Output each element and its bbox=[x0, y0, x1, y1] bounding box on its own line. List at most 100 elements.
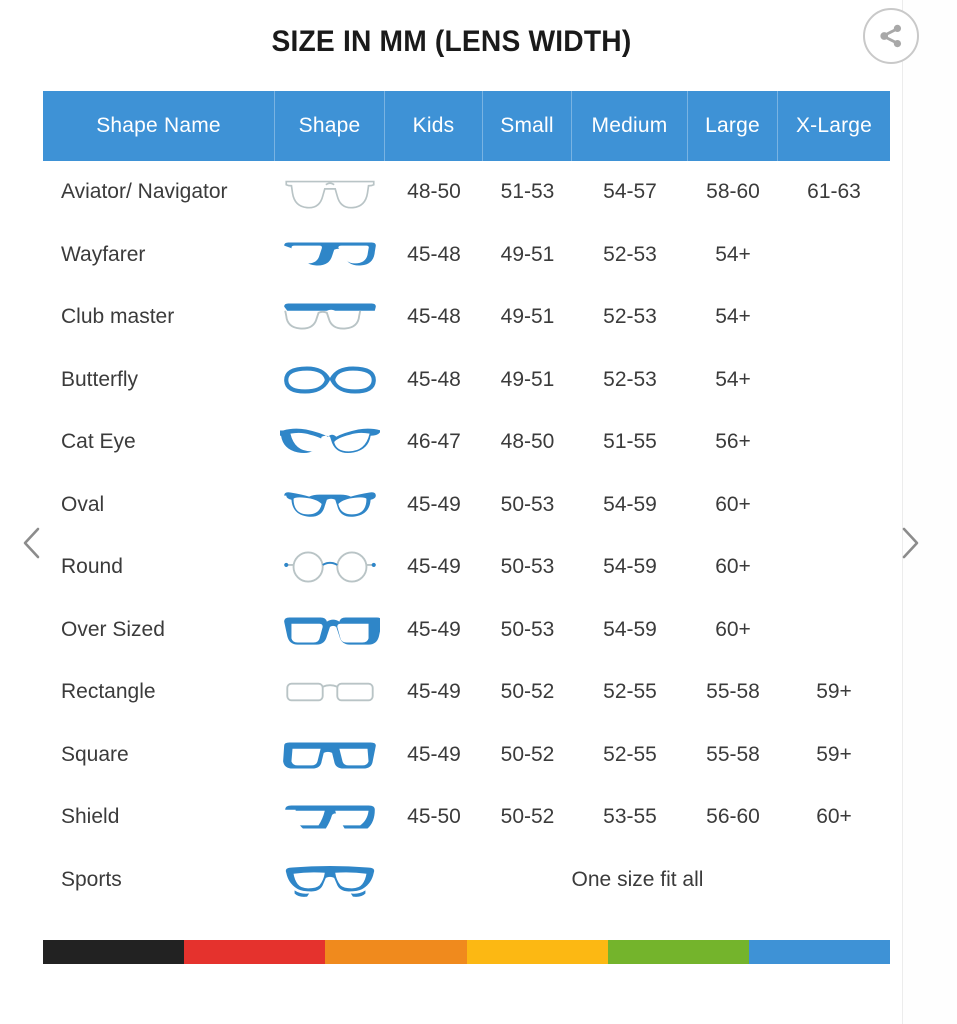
cell-small: 50-53 bbox=[500, 492, 555, 516]
cell-small: 50-52 bbox=[500, 742, 555, 766]
cell-medium: 51-55 bbox=[603, 430, 657, 454]
column-header-xlarge: X-Large bbox=[795, 114, 873, 137]
chevron-right-icon[interactable] bbox=[888, 521, 932, 565]
column-header-shape: Shape bbox=[275, 91, 385, 161]
cell-large: 54+ bbox=[715, 367, 751, 391]
column-header-large: Large bbox=[688, 91, 778, 161]
cell-kids: 45-49 bbox=[407, 555, 461, 579]
cell-small: 50-52 bbox=[500, 680, 555, 704]
cell-xlarge: 59+ bbox=[816, 742, 852, 766]
cell-small: 48-50 bbox=[500, 430, 555, 454]
cell-large: 55-58 bbox=[706, 742, 760, 766]
cell-small: 49-51 bbox=[500, 242, 555, 266]
color-segment bbox=[325, 940, 467, 964]
oval-glasses-icon bbox=[275, 484, 385, 526]
cell-kids: 45-50 bbox=[407, 805, 461, 829]
cell-large: 60+ bbox=[715, 555, 751, 579]
table-row: Round 45-49 50-53 54-59 60+ bbox=[43, 536, 890, 599]
size-chart-table: Shape Name Shape Kids Small Medium Large… bbox=[43, 91, 890, 911]
cell-one-size-fit-all: One size fit all bbox=[571, 867, 704, 891]
table-row: Sports One size fit all bbox=[43, 849, 890, 912]
rectangle-glasses-icon bbox=[275, 671, 385, 713]
share-icon[interactable] bbox=[863, 8, 919, 64]
cell-shape-name: Round bbox=[61, 555, 123, 579]
cell-large: 54+ bbox=[715, 242, 751, 266]
cell-shape-name: Sports bbox=[61, 867, 122, 891]
cell-shape-name: Butterfly bbox=[61, 367, 139, 391]
shield-glasses-icon bbox=[275, 796, 385, 838]
table-row: Rectangle 45-49 50-52 52-55 55-58 59+ bbox=[43, 661, 890, 724]
cell-shape-name: Over Sized bbox=[61, 617, 165, 641]
cell-shape-name: Square bbox=[61, 742, 129, 766]
cell-medium: 53-55 bbox=[603, 805, 657, 829]
color-segment bbox=[184, 940, 326, 964]
square-glasses-icon bbox=[275, 734, 385, 776]
table-row: Wayfarer 45-48 49-51 52-53 54+ bbox=[43, 224, 890, 287]
cell-xlarge: 59+ bbox=[816, 680, 852, 704]
cell-large: 54+ bbox=[715, 305, 751, 329]
cell-kids: 48-50 bbox=[407, 180, 461, 204]
color-segment bbox=[466, 940, 608, 964]
table-row: Aviator/ Navigator 48-50 51-53 54-57 58-60 61… bbox=[43, 161, 890, 224]
cateye-glasses-icon bbox=[275, 421, 385, 463]
chevron-left-icon[interactable] bbox=[10, 521, 54, 565]
chart-slide: SIZE IN MM (LENS WIDTH) Shape Name Shape… bbox=[0, 0, 903, 1024]
butterfly-glasses-icon bbox=[275, 359, 385, 401]
table-row: Shield 45-50 50-52 53-55 56-60 60+ bbox=[43, 786, 890, 849]
color-segment bbox=[748, 940, 890, 964]
cell-medium: 52-53 bbox=[603, 367, 657, 391]
cell-large: 55-58 bbox=[706, 680, 760, 704]
page-title-bar: SIZE IN MM (LENS WIDTH) bbox=[0, 0, 903, 84]
cell-small: 50-53 bbox=[500, 555, 555, 579]
color-segment bbox=[607, 940, 749, 964]
cell-shape-name: Shield bbox=[61, 805, 120, 829]
cell-shape-name: Cat Eye bbox=[61, 430, 136, 454]
clubmaster-glasses-icon bbox=[275, 296, 385, 338]
cell-large: 60+ bbox=[715, 617, 751, 641]
cell-kids: 46-47 bbox=[407, 430, 461, 454]
color-strip bbox=[43, 940, 890, 964]
cell-medium: 52-55 bbox=[603, 742, 657, 766]
cell-medium: 54-59 bbox=[603, 492, 657, 516]
cell-large: 56+ bbox=[715, 430, 751, 454]
table-row: Butterfly 45-48 49-51 52-53 54+ bbox=[43, 349, 890, 412]
table-row: Cat Eye 46-47 48-50 51-55 56+ bbox=[43, 411, 890, 474]
cell-xlarge: 60+ bbox=[816, 805, 852, 829]
cell-medium: 52-53 bbox=[603, 305, 657, 329]
table-row: Club master 45-48 49-51 52-53 54+ bbox=[43, 286, 890, 349]
cell-medium: 54-57 bbox=[603, 180, 657, 204]
color-segment bbox=[43, 940, 185, 964]
cell-shape-name: Wayfarer bbox=[61, 242, 146, 266]
column-header-small: Small bbox=[483, 91, 572, 161]
cell-xlarge: 61-63 bbox=[807, 180, 861, 204]
cell-medium: 54-59 bbox=[603, 617, 657, 641]
cell-shape-name: Club master bbox=[61, 305, 175, 329]
cell-small: 50-53 bbox=[500, 617, 555, 641]
table-row: Over Sized 45-49 50-53 54-59 60+ bbox=[43, 599, 890, 662]
cell-kids: 45-49 bbox=[407, 492, 461, 516]
oversized-glasses-icon bbox=[275, 609, 385, 651]
cell-small: 50-52 bbox=[500, 805, 555, 829]
page-title: SIZE IN MM (LENS WIDTH) bbox=[271, 25, 632, 58]
column-header-medium: Medium bbox=[572, 91, 688, 161]
cell-large: 60+ bbox=[715, 492, 751, 516]
cell-kids: 45-49 bbox=[407, 742, 461, 766]
table-row: Square 45-49 50-52 52-55 55-58 59+ bbox=[43, 724, 890, 787]
cell-shape-name: Oval bbox=[61, 492, 105, 516]
cell-kids: 45-48 bbox=[407, 242, 461, 266]
cell-large: 58-60 bbox=[706, 180, 760, 204]
cell-large: 56-60 bbox=[706, 805, 760, 829]
cell-medium: 54-59 bbox=[603, 555, 657, 579]
cell-shape-name: Aviator/ Navigator bbox=[61, 180, 228, 204]
cell-small: 49-51 bbox=[500, 305, 555, 329]
table-row: Oval 45-49 50-53 54-59 60+ bbox=[43, 474, 890, 537]
cell-small: 49-51 bbox=[500, 367, 555, 391]
round-glasses-icon bbox=[275, 546, 385, 588]
cell-kids: 45-48 bbox=[407, 367, 461, 391]
cell-kids: 45-49 bbox=[407, 680, 461, 704]
cell-small: 51-53 bbox=[500, 180, 555, 204]
cell-medium: 52-53 bbox=[603, 242, 657, 266]
cell-kids: 45-49 bbox=[407, 617, 461, 641]
cell-medium: 52-55 bbox=[603, 680, 657, 704]
